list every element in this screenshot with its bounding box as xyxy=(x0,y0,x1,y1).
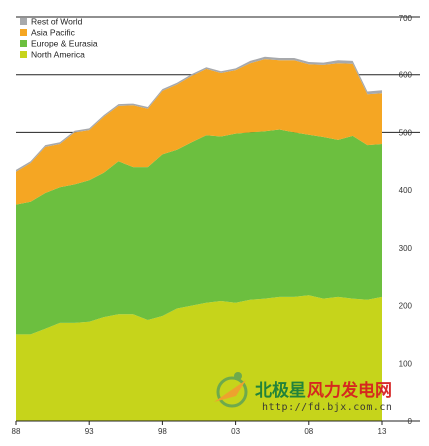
y-tick-label: 100 xyxy=(399,359,413,368)
chart-areas xyxy=(16,56,382,421)
area-europe-eurasia xyxy=(16,129,382,335)
watermark-logo-icon xyxy=(214,372,248,408)
y-tick-label: 500 xyxy=(399,128,413,137)
y-tick-label: 700 xyxy=(399,14,413,23)
x-tick-label: 08 xyxy=(304,427,313,436)
y-tick-label: 600 xyxy=(399,71,413,80)
area-north-america xyxy=(16,295,382,421)
x-tick-label: 88 xyxy=(12,427,21,436)
y-tick-label: 200 xyxy=(399,302,413,311)
legend-label-asia-pacific: Asia Pacific xyxy=(31,28,76,38)
legend-label-europe-eurasia: Europe & Eurasia xyxy=(31,39,98,49)
x-tick-label: 13 xyxy=(378,427,387,436)
watermark-url: http://fd.bjx.com.cn xyxy=(262,402,392,413)
legend-swatch-asia-pacific xyxy=(20,29,27,36)
legend-label-rest-of-world: Rest of World xyxy=(31,17,83,27)
axes: 88 93 98 03 08 13 0 100 200 300 400 500 600 700 xyxy=(12,14,420,436)
legend-swatch-rest-of-world xyxy=(20,18,27,25)
y-tick-label: 400 xyxy=(399,186,413,195)
legend-swatch-europe-eurasia xyxy=(20,40,27,47)
legend-swatch-north-america xyxy=(20,51,27,58)
area-asia-pacific xyxy=(16,59,382,205)
x-tick-label: 93 xyxy=(85,427,94,436)
watermark-name-part1: 北极星 xyxy=(255,381,306,401)
watermark-name-part2: 风力发电网 xyxy=(307,380,392,401)
x-tick-label: 03 xyxy=(231,427,240,436)
y-tick-label: 0 xyxy=(408,417,413,426)
legend-label-north-america: North America xyxy=(31,50,85,60)
x-tick-label: 98 xyxy=(158,427,167,436)
y-tick-label: 300 xyxy=(399,244,413,253)
watermark: 北极星 风力发电网 http://fd.bjx.com.cn xyxy=(214,372,392,413)
